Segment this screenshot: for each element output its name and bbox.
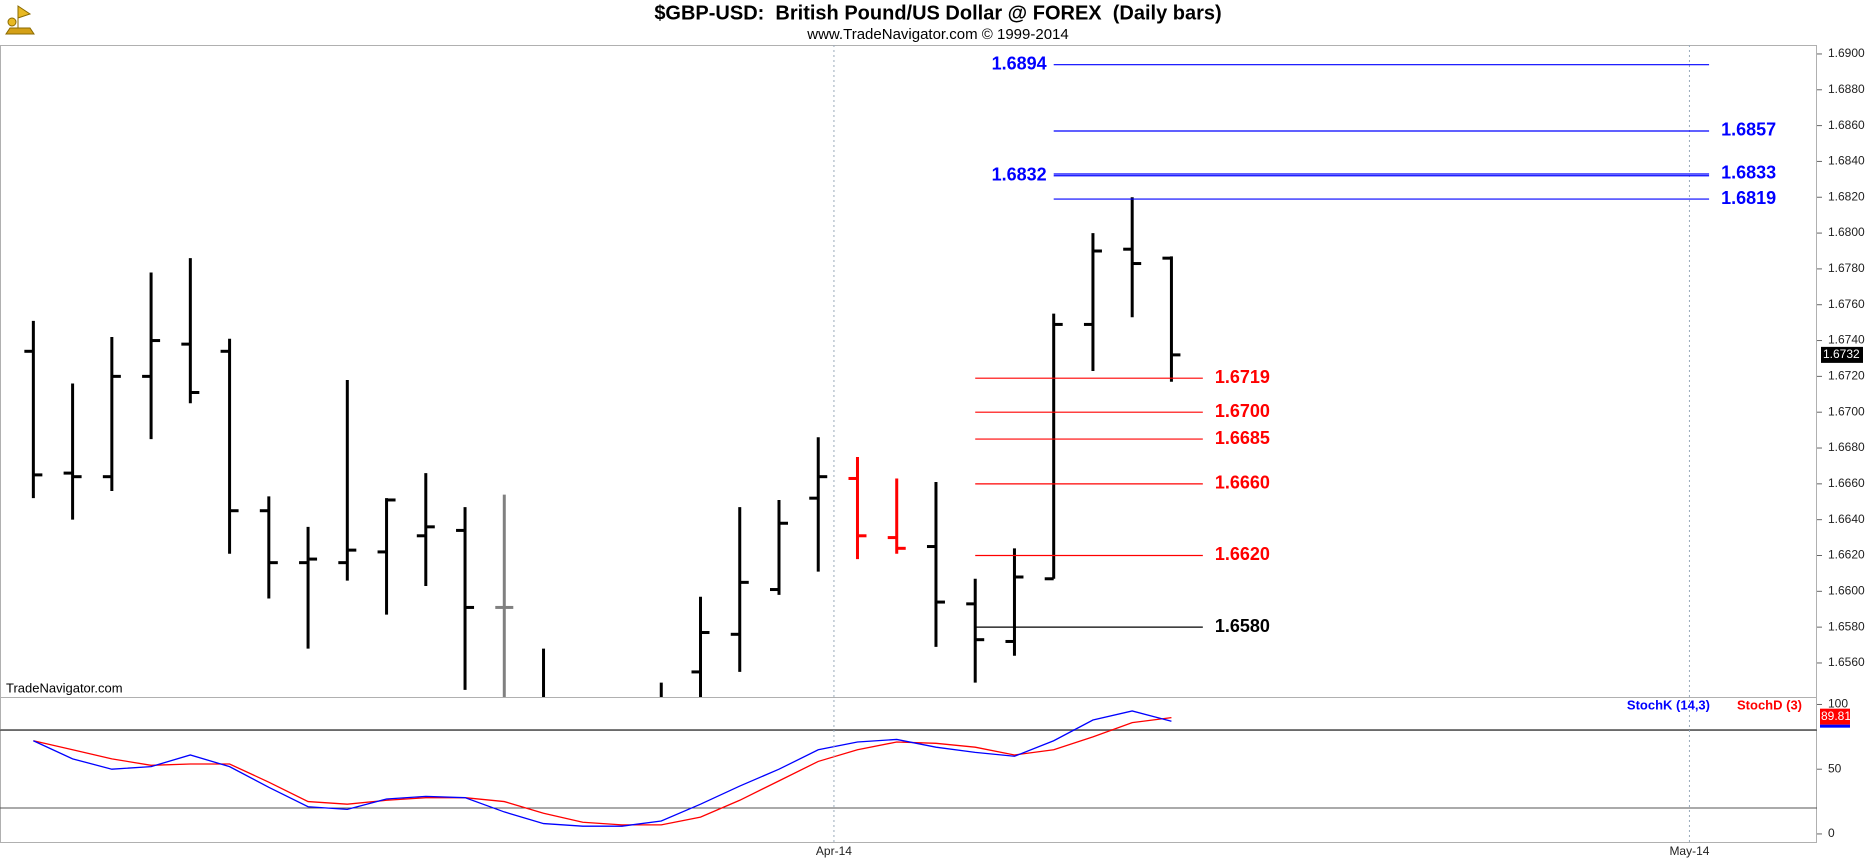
level-label: 1.6819 — [1721, 188, 1776, 208]
chart-subtitle: www.TradeNavigator.com © 1999-2014 — [806, 26, 1068, 43]
y-tick-label: 1.6880 — [1828, 82, 1865, 96]
level-label: 1.6894 — [992, 53, 1047, 73]
y-tick-label: 1.6600 — [1828, 583, 1865, 597]
y-tick-label: 100 — [1828, 697, 1848, 711]
level-label: 1.6833 — [1721, 163, 1776, 183]
y-tick-label: 1.6700 — [1828, 404, 1865, 418]
legend-entry: StochK (14,3) — [1627, 697, 1710, 712]
level-label: 1.6832 — [992, 165, 1047, 185]
stoch-panel-frame — [0, 697, 1817, 843]
last-value-box — [1820, 708, 1850, 725]
x-tick-label: Apr-14 — [816, 844, 852, 858]
chart-title: $GBP-USD: British Pound/US Dollar @ FORE… — [654, 2, 1221, 24]
level-label: 1.6857 — [1721, 120, 1776, 140]
y-tick-label: 50 — [1828, 761, 1842, 775]
y-tick-label: 1.6760 — [1828, 297, 1865, 311]
level-label: 1.6580 — [1215, 616, 1270, 636]
last-value-label: 89.81 — [1821, 709, 1851, 723]
y-tick-label: 1.6640 — [1828, 512, 1865, 526]
last-value-box — [1821, 346, 1863, 363]
last-value-underbar — [1820, 724, 1850, 728]
last-value-label: 1.6732 — [1823, 347, 1860, 361]
x-tick-label: May-14 — [1669, 844, 1709, 858]
level-label: 1.6719 — [1215, 367, 1270, 387]
y-tick-label: 1.6680 — [1828, 440, 1865, 454]
legend-entry: StochD (3) — [1737, 697, 1802, 712]
y-tick-label: 1.6780 — [1828, 261, 1865, 275]
y-tick-label: 1.6820 — [1828, 189, 1865, 203]
price-plot — [24, 197, 1181, 697]
y-tick-label: 1.6800 — [1828, 225, 1865, 239]
level-label: 1.6685 — [1215, 428, 1270, 448]
level-label: 1.6700 — [1215, 401, 1270, 421]
y-tick-label: 1.6900 — [1828, 46, 1865, 60]
y-tick-label: 1.6560 — [1828, 655, 1865, 669]
stoch-line — [33, 710, 1172, 827]
y-tick-label: 1.6740 — [1828, 333, 1865, 347]
y-tick-label: 1.6580 — [1828, 619, 1865, 633]
y-tick-label: 1.6660 — [1828, 476, 1865, 490]
y-tick-label: 0 — [1828, 826, 1835, 840]
level-label: 1.6620 — [1215, 544, 1270, 564]
y-tick-label: 1.6840 — [1828, 154, 1865, 168]
y-tick-label: 1.6620 — [1828, 548, 1865, 562]
logo — [5, 5, 35, 35]
watermark: TradeNavigator.com — [6, 680, 123, 695]
stoch-plot — [0, 710, 1817, 827]
y-tick-label: 1.6720 — [1828, 369, 1865, 383]
y-tick-label: 1.6860 — [1828, 118, 1865, 132]
level-label: 1.6660 — [1215, 473, 1270, 493]
